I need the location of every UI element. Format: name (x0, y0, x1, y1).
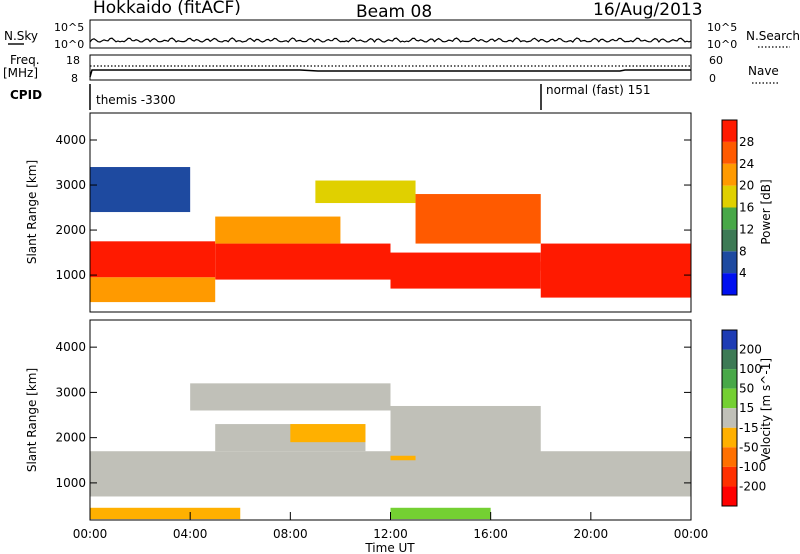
beam-title: Beam 08 (356, 2, 432, 22)
freq-unit: [MHz] (3, 66, 38, 80)
velocity-region-7 (390, 405, 541, 456)
power-colorbar-tick-1: 8 (739, 244, 747, 258)
velocity-colorbar-swatch-0 (722, 330, 737, 350)
velocity-colorbar-swatch-6 (722, 447, 737, 467)
freq-tick-high: 18 (66, 54, 80, 67)
x-tick-label-0: 00:00 (73, 527, 108, 541)
power-colorbar-swatch-5 (722, 163, 737, 186)
cpid-label: CPID (10, 88, 42, 102)
velocity-ytick-label-2: 3000 (55, 385, 86, 399)
station-title: Hokkaido (fitACF) (93, 0, 241, 18)
power-colorbar-swatch-2 (722, 229, 737, 252)
power-region-7 (415, 194, 541, 244)
power-region-0 (90, 241, 216, 278)
power-colorbar-tick-6: 28 (739, 135, 754, 149)
x-axis-label: Time UT (364, 541, 415, 554)
power-region-1 (215, 243, 391, 280)
noise-right-tick-low: 10^0 (707, 38, 737, 51)
power-colorbar-tick-0: 4 (739, 266, 747, 280)
velocity-colorbar-tick-1: 100 (739, 362, 762, 376)
power-region-5 (215, 216, 341, 244)
power-colorbar-swatch-0 (722, 273, 737, 295)
power-ytick-label-1: 2000 (55, 223, 86, 237)
velocity-region-2 (190, 383, 391, 411)
power-ytick-label-2: 3000 (55, 178, 86, 192)
velocity-colorbar-swatch-7 (722, 466, 737, 487)
power-colorbar-swatch-7 (722, 120, 737, 142)
velocity-colorbar-tick-5: -50 (739, 440, 759, 454)
power-ytick-label-3: 4000 (55, 133, 86, 147)
x-tick-label-3: 12:00 (373, 527, 408, 541)
velocity-ytick-label-3: 4000 (55, 340, 86, 354)
velocity-colorbar-tick-7: -200 (739, 479, 766, 493)
power-colorbar-tick-2: 12 (739, 222, 754, 236)
velocity-colorbar-swatch-8 (722, 486, 737, 506)
velocity-ytick-label-0: 1000 (55, 476, 86, 490)
velocity-colorbar-swatch-3 (722, 388, 737, 409)
freq-label: Freq. (10, 53, 40, 67)
power-colorbar-tick-5: 24 (739, 157, 754, 171)
velocity-colorbar-swatch-1 (722, 349, 737, 370)
noise-tick-low: 10^0 (54, 38, 84, 51)
power-colorbar-swatch-3 (722, 207, 737, 230)
nave-label: Nave (748, 64, 779, 78)
power-region-4 (90, 277, 216, 303)
power-ylabel: Slant Range [km] (25, 160, 39, 264)
power-region-2 (390, 252, 541, 289)
cpid-segment-2: normal (fast) 151 (546, 83, 650, 97)
velocity-colorbar-tick-2: 50 (739, 382, 754, 396)
nsearch-label: N.Search (746, 29, 800, 43)
velocity-colorbar-swatch-5 (722, 427, 737, 448)
velocity-region-6 (390, 507, 491, 520)
velocity-colorbar: 200 100 50 15 -15 -50 -100 -200 (721, 329, 766, 507)
nave-tick-low: 0 (709, 72, 716, 85)
power-colorbar-swatch-4 (722, 185, 737, 208)
nave-tick-high: 60 (709, 54, 723, 67)
velocity-ytick-label-1: 2000 (55, 431, 86, 445)
power-colorbar-swatch-1 (722, 251, 737, 274)
x-tick-label-1: 04:00 (173, 527, 208, 541)
freq-panel: Freq. [MHz] 18 8 60 0 Nave (3, 53, 779, 85)
nsky-label: N.Sky (4, 29, 38, 43)
velocity-colorbar-swatch-2 (722, 369, 737, 389)
power-region-8 (90, 167, 191, 213)
x-tick-label-2: 08:00 (273, 527, 308, 541)
velocity-colorbar-swatch-4 (722, 408, 737, 428)
x-tick-label-5: 20:00 (574, 527, 609, 541)
noise-sky-trace (89, 37, 692, 43)
velocity-colorbar-tick-4: -15 (739, 421, 759, 435)
cpid-panel: CPID themis -3300 normal (fast) 151 (10, 83, 650, 110)
velocity-ylabel: Slant Range [km] (25, 368, 39, 472)
x-tick-label-6: 00:00 (674, 527, 709, 541)
power-colorbar-label: Power [dB] (759, 179, 773, 244)
velocity-colorbar-tick-3: 15 (739, 401, 754, 415)
x-tick-label-4: 16:00 (473, 527, 508, 541)
power-colorbar-swatch-6 (722, 141, 737, 164)
noise-panel: N.Sky 10^5 10^0 10^5 10^0 N.Search (4, 19, 800, 51)
power-colorbar: 4 8 12 16 20 24 28 (721, 119, 754, 296)
noise-tick-high: 10^5 (54, 21, 84, 34)
power-panel: 1000 2000 3000 4000 Slant Range [km] (25, 112, 692, 313)
velocity-region-5 (90, 507, 241, 520)
power-region-6 (315, 180, 416, 204)
velocity-colorbar-tick-0: 200 (739, 343, 762, 357)
freq-tick-low: 8 (71, 72, 78, 85)
velocity-region-3 (290, 424, 366, 443)
power-colorbar-tick-4: 20 (739, 179, 754, 193)
velocity-colorbar-label: Velocity [m s^-1] (759, 358, 773, 462)
cpid-segment-1: themis -3300 (96, 93, 176, 107)
power-colorbar-tick-3: 16 (739, 201, 754, 215)
velocity-panel: 1000 2000 3000 4000 00:00 04:00 08:00 12:00 16:… (25, 319, 709, 554)
velocity-colorbar-tick-6: -100 (739, 460, 766, 474)
power-ytick-label-0: 1000 (55, 268, 86, 282)
date-title: 16/Aug/2013 (593, 0, 703, 20)
power-region-9 (540, 243, 691, 271)
noise-right-tick-high: 10^5 (707, 21, 737, 34)
